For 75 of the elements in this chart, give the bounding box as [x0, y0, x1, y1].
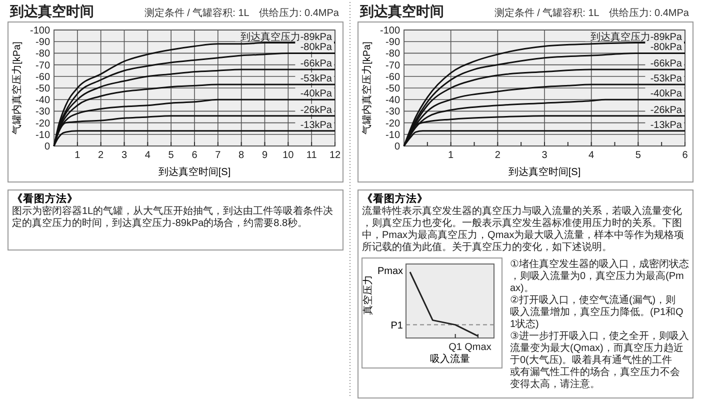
y-tick-label: -20: [386, 118, 400, 130]
y-tick-label: -100: [380, 26, 400, 36]
text: ①堵住真空发生器的吸入口，成密闭状态，则吸入流量为0，真空压力为最高(Pmax)。: [510, 258, 689, 294]
y-tick-label: 0: [394, 142, 400, 152]
series-label: -53kPa: [650, 74, 682, 85]
chart-subtitle: 测定条件 / 气罐容积: 1L 供给压力: 0.4MPa: [144, 7, 340, 19]
series-label: -80kPa: [300, 42, 332, 54]
series-label: -66kPa: [300, 58, 332, 70]
x-tick-label: 4: [588, 150, 595, 161]
y-tick-label: -90: [386, 37, 400, 48]
chart-subtitle: 测定条件 / 气罐容积: 1L 供给压力: 0.4MPa: [494, 7, 690, 19]
x-tick-label: 10: [282, 150, 294, 161]
y-tick-label: -50: [36, 84, 50, 94]
chart-title: 到达真空时间: [359, 3, 444, 19]
y-tick-label: -20: [36, 118, 50, 130]
x-tick-label: 8: [238, 150, 245, 161]
x-axis-title: 到达真空时间[S]: [158, 166, 231, 178]
y-tick-label: -30: [36, 106, 50, 118]
series-label: 到达真空压力-89kPa: [590, 30, 682, 43]
chart-title: 到达真空时间: [9, 3, 94, 19]
x-tick-label: 6: [192, 150, 198, 161]
y-tick-label: -10: [386, 130, 400, 141]
y-tick-label: -70: [386, 60, 400, 72]
x-tick-label: 5: [635, 150, 642, 161]
y-tick-label: -30: [386, 106, 400, 118]
y-axis-title: 气罐内真空压力[kPa]: [361, 41, 373, 134]
ref-line-label: P1: [390, 320, 404, 332]
x-tick-label: 9: [262, 150, 268, 161]
text: 流量特性表示真空发生器的真空压力与吸入流量的关系，若吸入流量变化，则真空压力也变化。一般表示真空发生器标准使用压力时的关系。下图中，Pmax为最高真空压力，Qmax为最大吸入流量，样本中等作为规格项所记载的值为此值。关于真空压力的变化，如下述说明。: [362, 205, 684, 253]
y-tick-label: -100: [30, 26, 50, 36]
text: ③进一步打开吸入口，使之全开，则吸入流量变为最大(Qmax)，而真空压力趋近于0(大气压)。吸着具有通气性的工件或有漏气性工件的场合，真空压力不会变得太高，请注意。: [510, 330, 689, 390]
y-tick-label: -90: [36, 37, 50, 48]
x-tick-label: 3: [121, 150, 128, 161]
y-tick-label: -10: [36, 130, 50, 141]
y-tick-label: -50: [386, 84, 400, 94]
series-label: 到达真空压力-89kPa: [240, 30, 332, 43]
x-tick-label: 2: [98, 150, 104, 161]
x-tick-label: 12: [329, 150, 341, 161]
x-tick-label: 11: [306, 150, 318, 161]
series-label: -26kPa: [300, 104, 332, 116]
y-tick-label: -80: [36, 48, 50, 60]
series-label: -40kPa: [650, 88, 682, 100]
x-tick-label: 1: [448, 150, 454, 161]
x-tick-label: 1: [74, 150, 81, 161]
series-label: -13kPa: [650, 120, 682, 131]
series-label: -53kPa: [300, 74, 332, 85]
y-tick-label: -80: [386, 48, 400, 60]
y-tick-label: -40: [386, 95, 400, 106]
series-label: -40kPa: [300, 88, 332, 100]
text: ②打开吸入口，使空气流通(漏气)，则吸入流量增加，真空压力降低。(P1和Q1状态): [510, 294, 684, 330]
y-tick-label: -40: [36, 95, 50, 106]
series-label: -80kPa: [650, 42, 682, 54]
series-label: -26kPa: [650, 104, 682, 116]
x-tick-label: 6: [682, 150, 688, 161]
text: 《看图方法》: [362, 192, 428, 205]
text: 图示为密闭容器1L的气罐，从大气压开始抽气，到达由工件等吸着条件决定的真空压力的时间，到达真空压力-89kPa的场合，约需要8.8秒。: [12, 205, 334, 229]
y-tick-label: 0: [44, 142, 50, 152]
text: 《看图方法》: [12, 192, 78, 205]
y-tick-label: -60: [386, 72, 400, 83]
series-label: -13kPa: [300, 120, 332, 131]
x-tick-label: Q1: [448, 342, 462, 353]
series-label: -66kPa: [650, 58, 682, 70]
x-axis-title: 吸入流量: [430, 353, 470, 365]
x-tick-label: 7: [215, 150, 222, 161]
x-tick-label: Qmax: [464, 342, 492, 353]
x-tick-label: 3: [542, 150, 548, 161]
y-axis-title: 真空压力: [362, 275, 374, 315]
x-tick-label: 5: [168, 150, 174, 161]
x-tick-label: 4: [144, 150, 151, 161]
text: Pmax: [377, 266, 403, 277]
x-axis-title: 到达真空时间[S]: [508, 166, 581, 178]
x-tick-label: 2: [494, 150, 501, 161]
y-tick-label: -70: [36, 60, 50, 72]
y-axis-title: 气罐内真空压力[kPa]: [11, 41, 23, 134]
y-tick-label: -60: [36, 72, 50, 83]
